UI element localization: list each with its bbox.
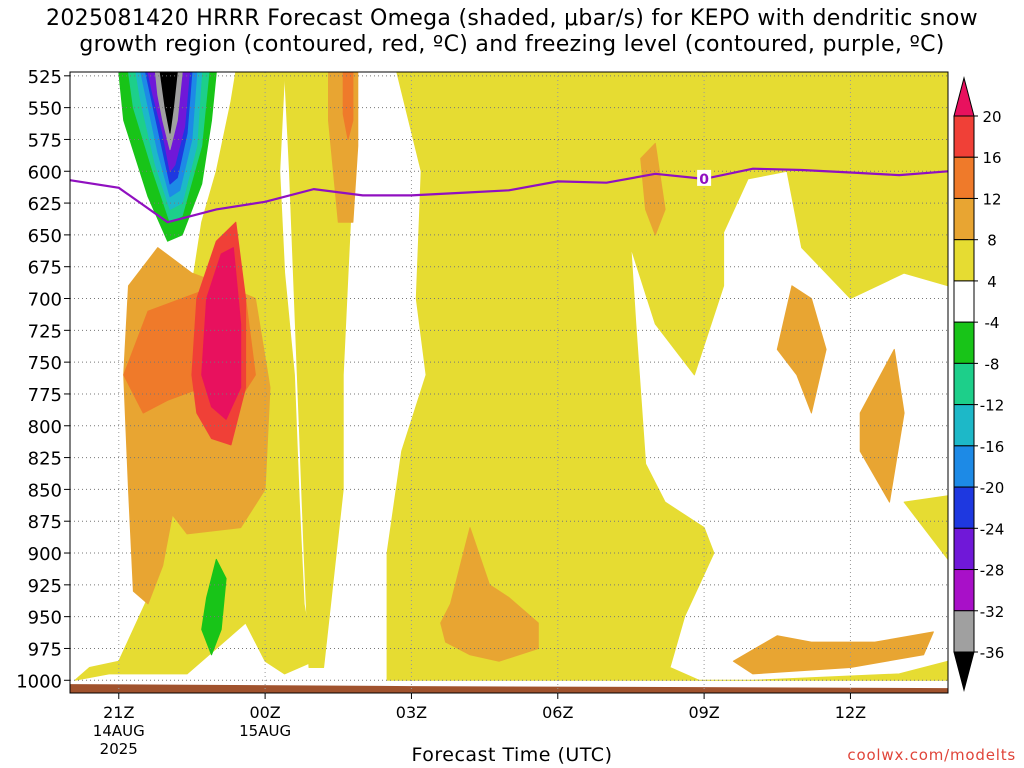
colorbar-label-1: 16 xyxy=(982,149,1001,167)
colorbar-label-2: 12 xyxy=(982,190,1001,208)
colorbar-segment-7 xyxy=(953,362,975,406)
y-tick-label-975: 975 xyxy=(28,639,62,660)
colorbar-label-0: 20 xyxy=(982,108,1001,126)
y-tick-label-800: 800 xyxy=(28,417,62,438)
colorbar-segment-13 xyxy=(953,610,975,653)
x-tick-year-21Z: 2025 xyxy=(100,740,138,758)
y-tick-label-550: 550 xyxy=(28,99,62,120)
omega-shading xyxy=(74,71,949,681)
freezing-level-label: 0 xyxy=(699,172,709,188)
y-tick-label-575: 575 xyxy=(28,130,62,151)
x-axis-title: Forecast Time (UTC) xyxy=(411,744,613,766)
colorbar-label-5: -4 xyxy=(985,314,1000,332)
colorbar-top-arrow xyxy=(953,76,975,117)
colorbar-label-12: -32 xyxy=(980,603,1005,621)
colorbar-bottom-arrow xyxy=(953,651,975,692)
colorbar-segment-4 xyxy=(953,239,975,282)
freezing-level-line xyxy=(69,167,949,224)
omega-region-7 xyxy=(776,285,827,414)
x-tick-label-12Z: 12Z xyxy=(835,703,866,722)
colorbar-segment-11 xyxy=(953,527,975,571)
freezing-level-contour: 0 xyxy=(69,167,949,224)
colorbar-label-8: -16 xyxy=(980,438,1005,456)
x-tick-label-09Z: 09Z xyxy=(688,703,719,722)
y-tick-label-1000: 1000 xyxy=(16,671,62,692)
y-tick-label-750: 750 xyxy=(28,353,62,374)
colorbar-label-6: -8 xyxy=(985,355,1000,373)
omega-region-6 xyxy=(640,142,666,236)
y-tick-label-900: 900 xyxy=(28,544,62,565)
y-tick-label-825: 825 xyxy=(28,449,62,470)
plot-frame xyxy=(69,71,949,694)
y-tick-label-925: 925 xyxy=(28,576,62,597)
colorbar-label-10: -24 xyxy=(980,520,1005,538)
colorbar-segment-6 xyxy=(953,321,975,364)
colorbar-segment-1 xyxy=(953,115,975,158)
colorbar-label-11: -28 xyxy=(980,562,1005,580)
x-tick-label-21Z: 21Z xyxy=(103,703,134,722)
y-tick-label-850: 850 xyxy=(28,480,62,501)
y-tick-label-875: 875 xyxy=(28,512,62,533)
y-tick-label-725: 725 xyxy=(28,321,62,342)
y-tick-label-950: 950 xyxy=(28,608,62,629)
chart-title-line1: 2025081420 HRRR Forecast Omega (shaded, … xyxy=(46,6,978,31)
y-tick-label-775: 775 xyxy=(28,385,62,406)
y-tick-label-700: 700 xyxy=(28,290,62,311)
colorbar-label-3: 8 xyxy=(987,232,997,250)
omega-region-15 xyxy=(201,558,227,656)
x-tick-label-06Z: 06Z xyxy=(542,703,573,722)
omega-region-9 xyxy=(732,631,934,675)
y-tick-label-675: 675 xyxy=(28,258,62,279)
x-tick-label-03Z: 03Z xyxy=(396,703,427,722)
axes: 525 550 575 600 625 650 675 700 725 750 775 800 825 8… xyxy=(16,67,949,758)
colorbar-label-4: 4 xyxy=(987,273,997,291)
chart-title-line2: growth region (contoured, red, ºC) and f… xyxy=(79,32,945,57)
ground-layer xyxy=(70,684,948,693)
colorbar-segment-5 xyxy=(953,280,975,323)
ground-surface xyxy=(70,684,948,693)
credit-link[interactable]: coolwx.com/modelts xyxy=(847,746,1016,764)
chart-title: 2025081420 HRRR Forecast Omega (shaded, … xyxy=(0,6,1024,58)
x-tick-date-21Z: 14AUG xyxy=(93,722,145,740)
colorbar-segment-10 xyxy=(953,486,975,529)
y-tick-label-525: 525 xyxy=(28,67,62,88)
colorbar-segment-12 xyxy=(953,569,975,612)
omega-region-13 xyxy=(201,247,242,420)
colorbar: 20 16 12 8 4 -4 -8 -12 -16 -20 -24 -28 -32 -36 xyxy=(953,76,1005,692)
colorbar-label-13: -36 xyxy=(980,644,1005,662)
y-tick-label-600: 600 xyxy=(28,162,62,183)
y-tick-label-650: 650 xyxy=(28,226,62,247)
colorbar-label-7: -12 xyxy=(980,397,1005,415)
colorbar-segment-3 xyxy=(953,197,975,241)
x-tick-date-00Z: 15AUG xyxy=(239,722,291,740)
freezing-level-label-bg xyxy=(697,169,712,186)
colorbar-segment-9 xyxy=(953,445,975,488)
x-tick-label-00Z: 00Z xyxy=(249,703,280,722)
y-tick-label-625: 625 xyxy=(28,194,62,215)
colorbar-segment-8 xyxy=(953,404,975,447)
colorbar-segment-2 xyxy=(953,156,975,199)
colorbar-label-9: -20 xyxy=(980,479,1005,497)
